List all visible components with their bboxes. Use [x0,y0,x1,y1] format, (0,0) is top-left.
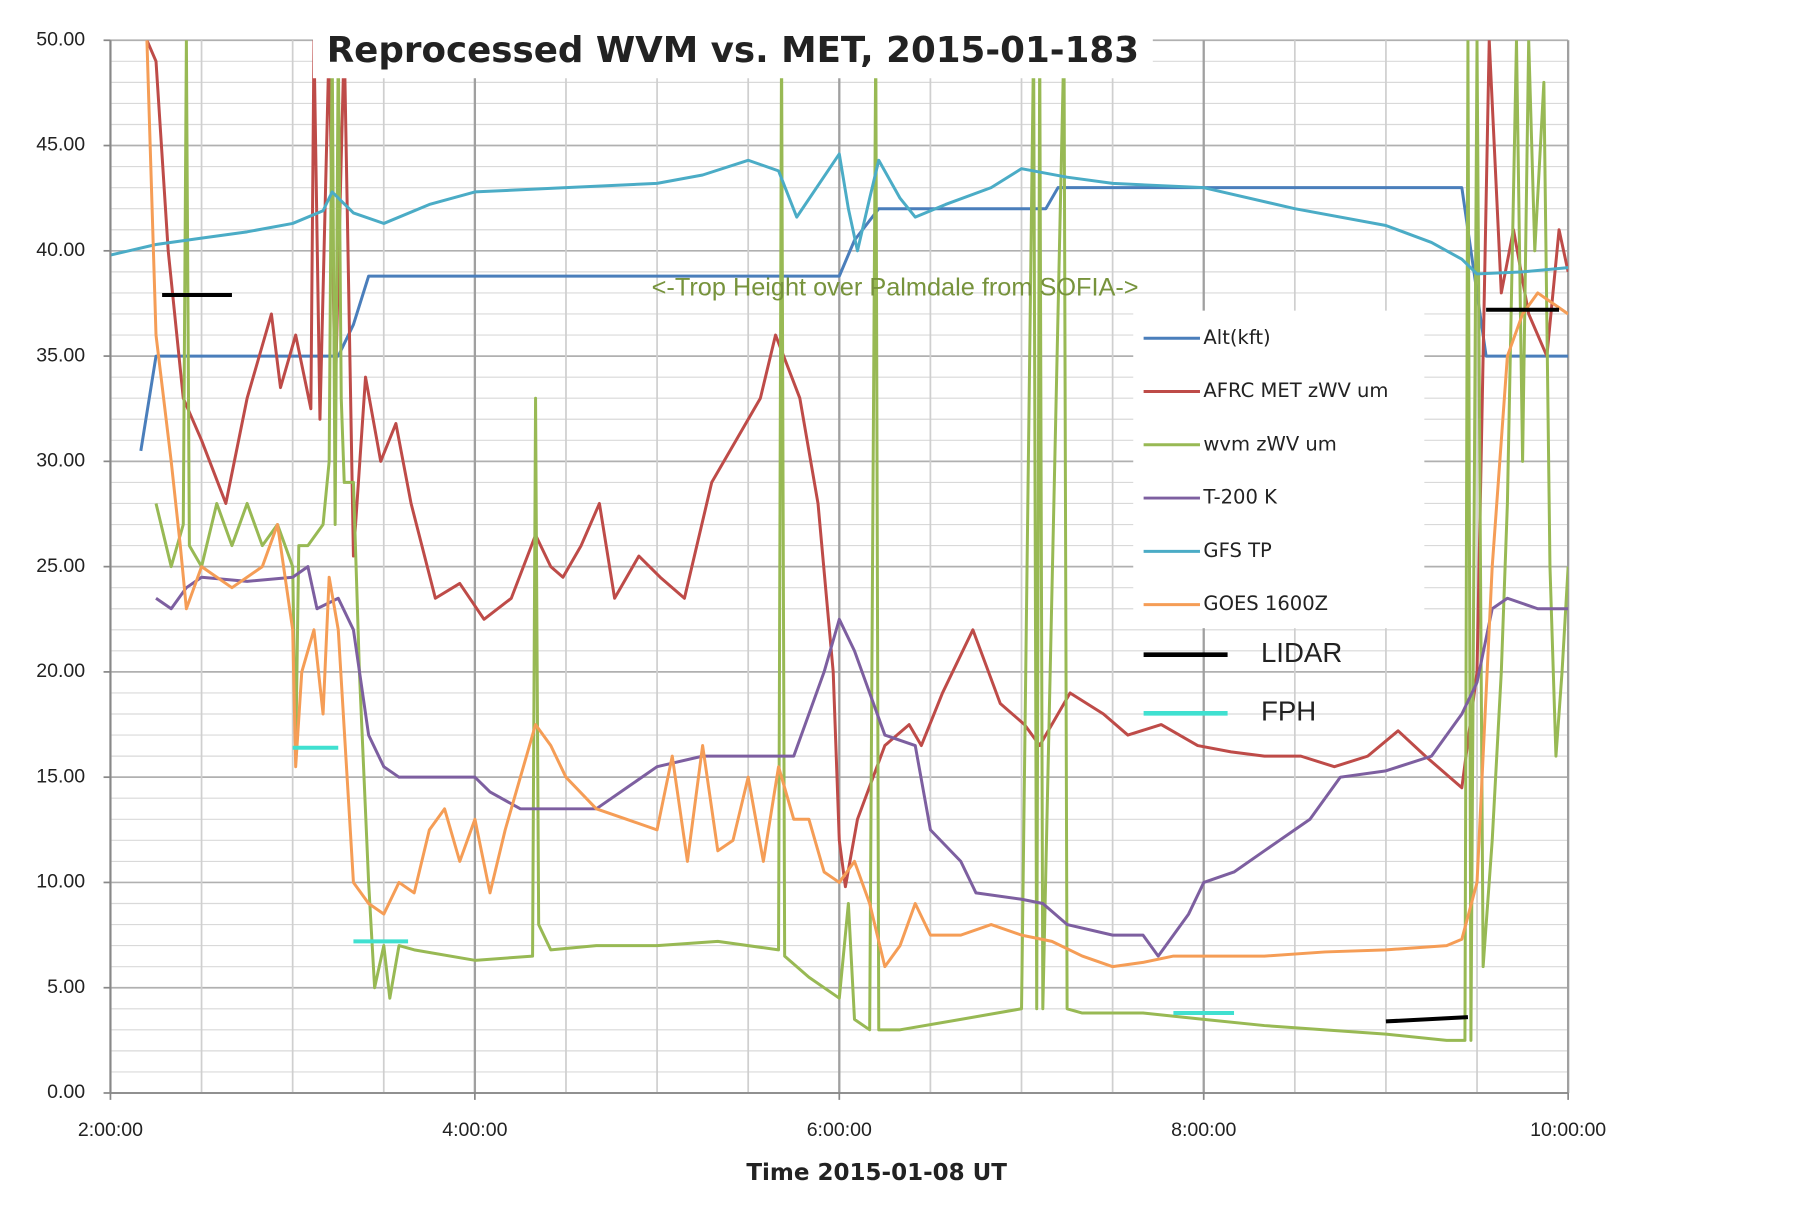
y-tick-label: 50.00 [36,28,85,50]
series-line [1385,1015,1469,1024]
x-axis-label: Time 2015-01-08 UT [746,1160,1007,1186]
legend-label: GOES 1600Z [1203,592,1328,615]
legend-label: wvm zWV um [1203,432,1336,455]
series-line [154,40,1569,1042]
y-tick-label: 15.00 [36,765,85,787]
series-line [110,152,1569,276]
series-line [145,40,1569,889]
legend: Alt(kft) AFRC MET zWV um wvm zWV um T-200 K… [1133,310,1425,727]
legend-label: LIDAR [1261,637,1342,668]
legend-label: GFS TP [1203,539,1272,562]
plot-area [110,40,1569,1042]
y-tick-label: 30.00 [36,450,85,472]
y-tick-label: 35.00 [36,344,85,366]
legend-label: T-200 K [1202,486,1278,509]
y-tick-label: 40.00 [36,239,85,261]
y-tick-label: 10.00 [36,871,85,893]
x-tick-label: 2:00:00 [78,1119,143,1141]
y-tick-label: 25.00 [36,555,85,577]
x-tick-label: 10:00:00 [1530,1119,1606,1141]
y-tick-label: 45.00 [36,134,85,156]
x-tick-label: 4:00:00 [442,1119,507,1141]
y-tick-label: 20.00 [36,660,85,682]
chart-title: Reprocessed WVM vs. MET, 2015-01-183 [327,30,1139,71]
legend-label: FPH [1261,696,1316,727]
annotation: <-Trop Height over Palmdale from SOFIA-> [652,273,1139,301]
legend-label: Alt(kft) [1203,326,1270,349]
legend-label: AFRC MET zWV um [1203,379,1388,402]
legend-box [1133,310,1425,629]
x-tick-label: 8:00:00 [1171,1119,1236,1141]
axes: 0.00 5.00 10.00 15.00 20.00 25.00 30.00 35.00 40… [36,28,1606,1141]
title-background [312,27,1153,79]
series-line [155,565,1569,958]
series-line [145,40,1569,969]
y-tick-label: 0.00 [47,1081,85,1103]
x-tick-label: 6:00:00 [807,1119,872,1141]
y-tick-label: 5.00 [47,976,85,998]
